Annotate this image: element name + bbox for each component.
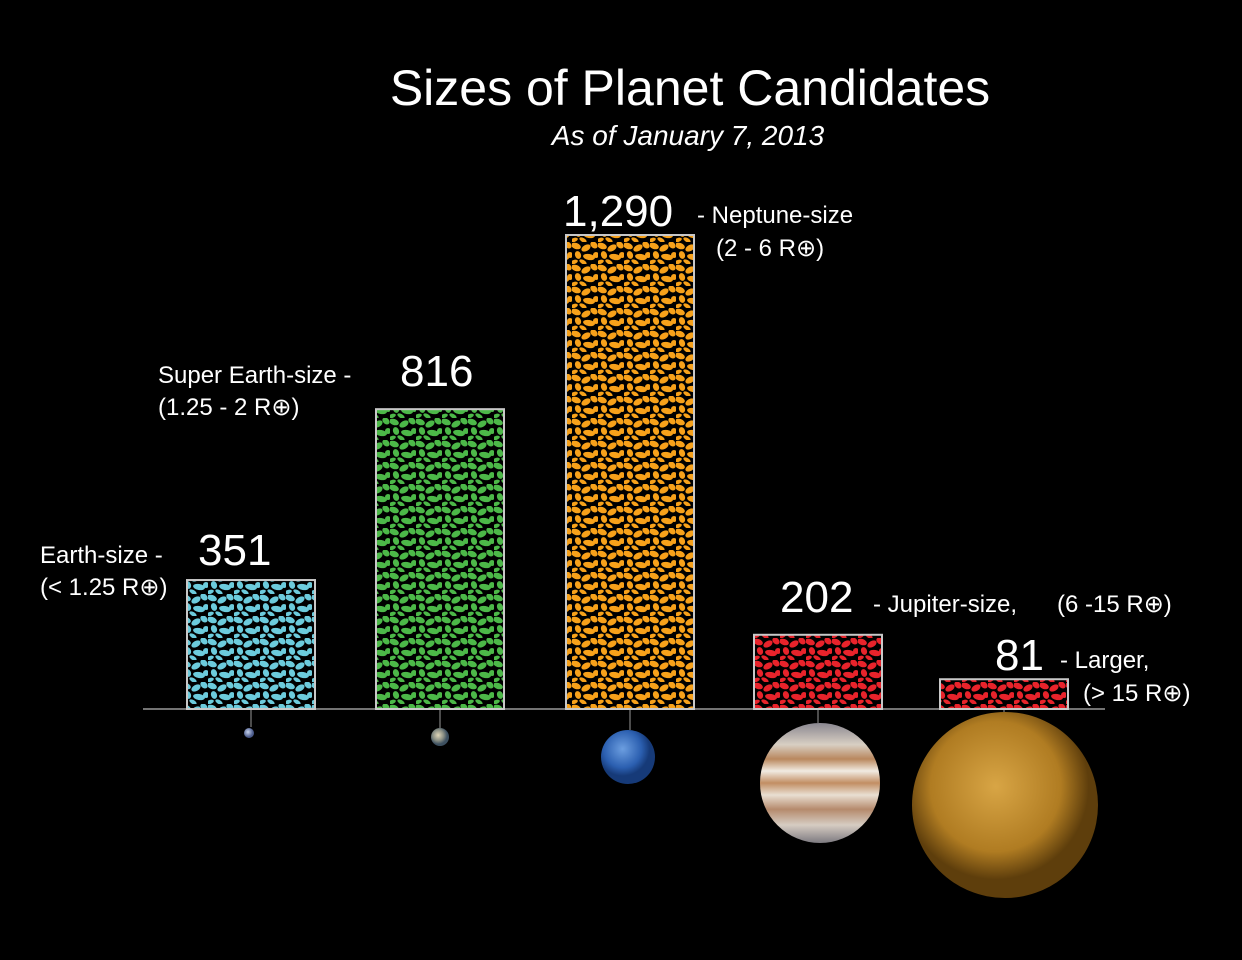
- planet-super-earth: [431, 728, 449, 746]
- planet-earth: [244, 728, 254, 738]
- size-range-label: (2 - 6 R⊕): [716, 235, 824, 262]
- category-label: - Jupiter-size,: [873, 591, 1017, 618]
- value-label: 81: [995, 631, 1044, 680]
- bar: [753, 633, 883, 710]
- planet-jupiter: [760, 723, 880, 843]
- planet-illustrations: [244, 709, 1098, 898]
- size-range-label: (> 15 R⊕): [1083, 680, 1190, 707]
- bar: [375, 408, 505, 710]
- chart-title: Sizes of Planet Candidates: [390, 60, 990, 116]
- category-label: Earth-size -: [40, 542, 163, 569]
- planet-neptune: [601, 730, 655, 784]
- size-range-label: (1.25 - 2 R⊕): [158, 394, 299, 421]
- bar: [939, 678, 1069, 710]
- size-range-label: (< 1.25 R⊕): [40, 574, 168, 601]
- value-label: 351: [198, 526, 271, 575]
- size-range-label: (6 -15 R⊕): [1057, 591, 1172, 618]
- category-label: - Neptune-size: [697, 202, 853, 229]
- category-label: Super Earth-size -: [158, 362, 351, 389]
- bar: [186, 579, 316, 710]
- value-label: 202: [780, 573, 853, 622]
- bar: [565, 234, 695, 710]
- value-label: 1,290: [563, 187, 673, 236]
- chart-subtitle: As of January 7, 2013: [550, 120, 825, 151]
- planet-larger: [912, 712, 1098, 898]
- value-label: 816: [400, 347, 473, 396]
- category-label: - Larger,: [1060, 647, 1149, 674]
